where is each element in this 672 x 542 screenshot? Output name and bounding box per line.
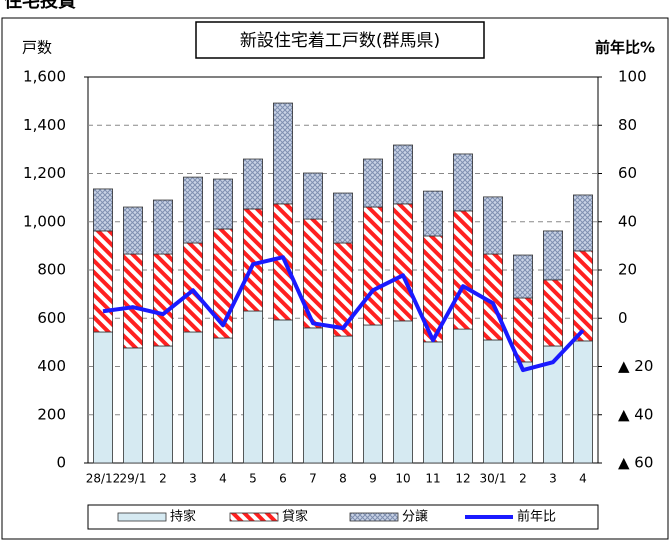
x-tick-label: 9 [369, 472, 377, 486]
y-tick-label: 800 [37, 261, 66, 279]
y2-axis-label: 前年比% [595, 39, 655, 57]
bar-segment [573, 194, 594, 252]
y-tick-label: 1,200 [23, 164, 66, 182]
bar-segment [482, 196, 503, 255]
legend-label: 分譲 [402, 509, 428, 525]
x-tick-label: 2 [519, 472, 527, 486]
bar-segment [123, 347, 144, 464]
x-tick-label: 30/1 [480, 472, 507, 486]
x-tick-label: 3 [189, 472, 197, 486]
bar-segment [573, 340, 594, 464]
y2-tick-label: 20 [618, 261, 637, 279]
bar-segment [212, 178, 233, 230]
bar-segment [422, 341, 443, 464]
bar-segment [482, 339, 503, 464]
bar-segment [362, 206, 383, 326]
title-box [195, 21, 485, 59]
bar-segment [152, 199, 173, 255]
bar-segment [392, 320, 413, 464]
y-tick-label: 0 [56, 454, 66, 472]
y2-tick-label: 0 [618, 309, 628, 327]
bar-segment [182, 242, 203, 333]
bar-segment [452, 328, 473, 464]
frame [1, 17, 669, 540]
bar-segment [182, 331, 203, 464]
x-tick-label: 7 [309, 472, 317, 486]
x-tick-label: 4 [219, 472, 227, 486]
bar-segment [302, 327, 323, 464]
bar-segment [212, 337, 233, 464]
x-tick-label: 12 [455, 472, 470, 486]
chart-title: 新設住宅着工戸数(群馬県) [240, 31, 440, 51]
x-tick-label: 28/12 [86, 472, 121, 486]
bar-segment [392, 144, 413, 205]
bar-segment [573, 250, 594, 342]
x-tick-label: 10 [395, 472, 410, 486]
bar-segment [513, 361, 534, 464]
legend-swatch [229, 512, 279, 522]
y-tick-label: 1,400 [23, 116, 66, 134]
x-tick-label: 4 [579, 472, 587, 486]
bar-segment [362, 324, 383, 464]
bar-segment [362, 158, 383, 208]
y2-tick-label: ▲ 20 [618, 357, 653, 375]
bar-segment [422, 190, 443, 237]
x-tick-label: 2 [159, 472, 167, 486]
y2-tick-label: 60 [618, 164, 637, 182]
bar-segment [182, 176, 203, 244]
bar-segment [513, 254, 534, 299]
bar-segment [242, 208, 263, 312]
y-tick-label: 400 [37, 357, 66, 375]
bar-segment [392, 203, 413, 322]
bar-segment [123, 206, 144, 255]
y2-tick-label: ▲ 40 [618, 405, 653, 423]
x-tick-label: 11 [425, 472, 440, 486]
bar-segment [242, 158, 263, 210]
bar-segment [123, 253, 144, 349]
bar-segment [543, 230, 564, 281]
x-tick-label: 8 [339, 472, 347, 486]
y2-tick-label: 100 [618, 68, 647, 86]
bar-segment [152, 345, 173, 464]
bar-segment [482, 253, 503, 341]
legend-swatch [117, 512, 167, 522]
y-tick-label: 200 [37, 405, 66, 423]
bar-segment [93, 230, 114, 333]
bar-segment [272, 102, 293, 205]
bar-segment [242, 310, 263, 464]
x-tick-label: 6 [279, 472, 287, 486]
x-tick-label: 29/1 [120, 472, 147, 486]
bar-segment [152, 253, 173, 347]
bar-segment [272, 319, 293, 464]
bar-segment [543, 279, 564, 347]
y2-tick-label: 80 [618, 116, 637, 134]
bar-segment [332, 335, 353, 464]
legend-label: 持家 [170, 509, 196, 525]
heading: 住宅投資 [4, 0, 76, 12]
bar-segment [93, 331, 114, 464]
y-axis-label: 戸数 [22, 39, 52, 57]
y-tick-label: 600 [37, 309, 66, 327]
x-tick-label: 5 [249, 472, 257, 486]
legend-label: 貸家 [282, 509, 308, 525]
bar-segment [452, 153, 473, 212]
legend-swatch [349, 512, 399, 522]
bar-segment [452, 210, 473, 330]
y2-tick-label: ▲ 60 [618, 454, 653, 472]
x-tick-label: 3 [549, 472, 557, 486]
legend-label: 前年比 [517, 509, 556, 525]
line-series [102, 255, 585, 373]
y2-tick-label: 40 [618, 212, 637, 230]
bar-segment [302, 172, 323, 220]
bar-segment [93, 188, 114, 232]
y-tick-label: 1,000 [23, 212, 66, 230]
bar-segment [332, 192, 353, 244]
y-tick-label: 1,600 [23, 68, 66, 86]
